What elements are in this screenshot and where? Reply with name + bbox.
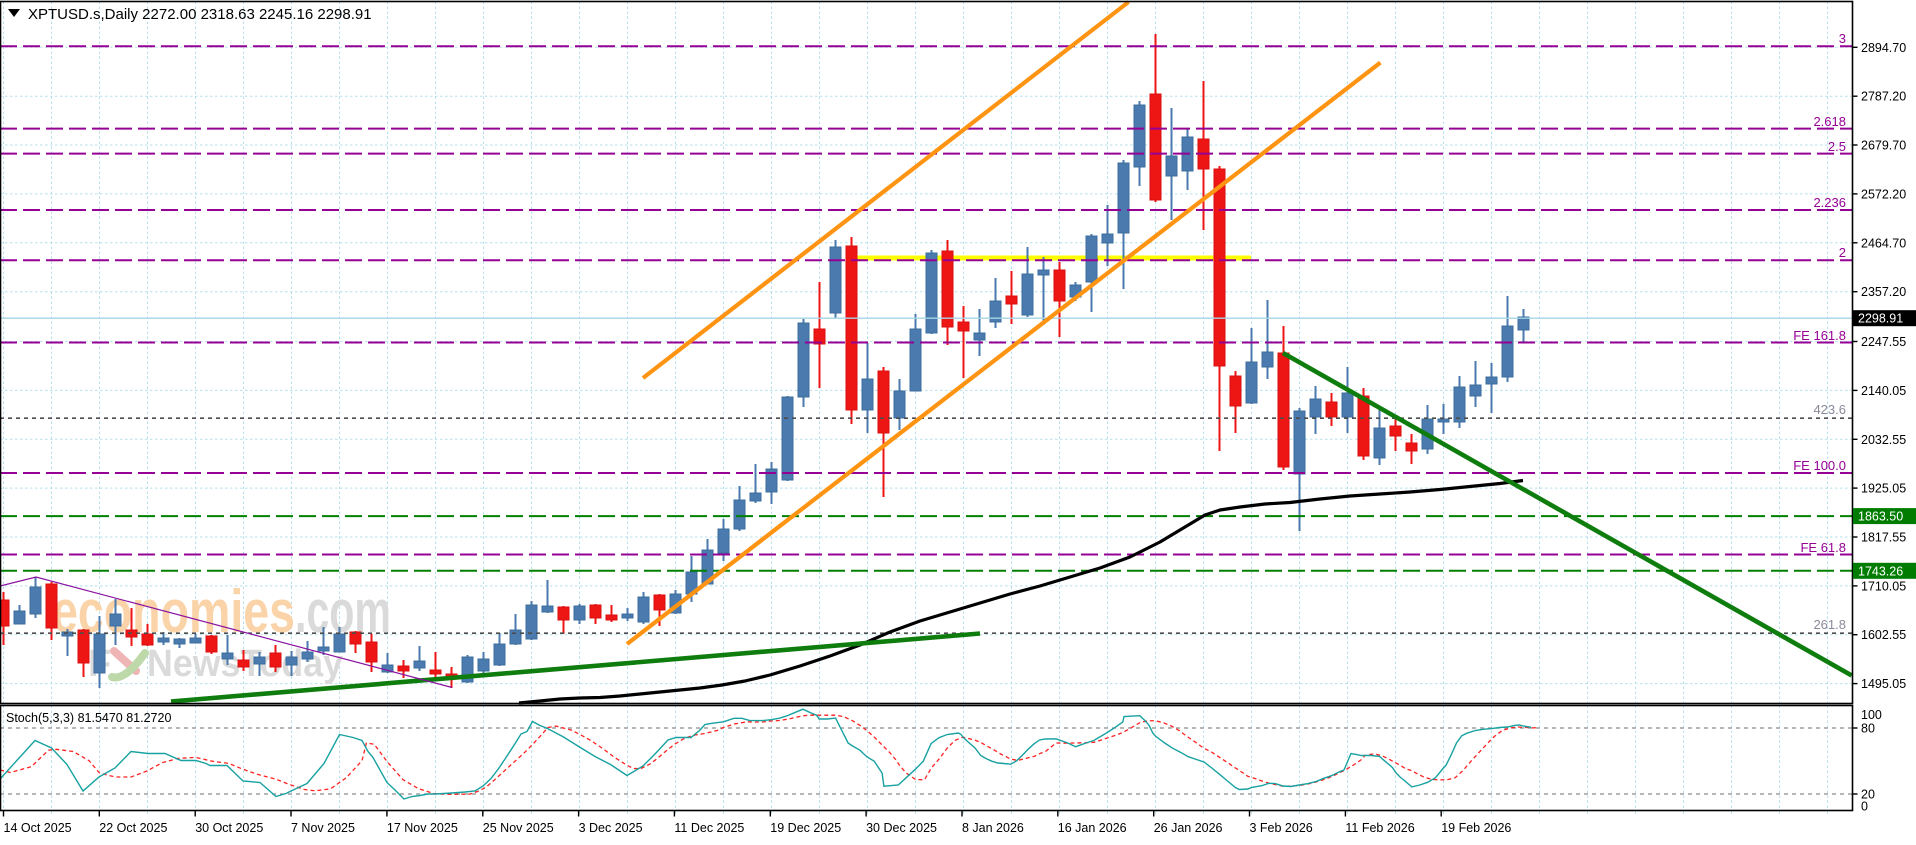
svg-text:2: 2 bbox=[1839, 245, 1846, 260]
svg-text:30 Oct 2025: 30 Oct 2025 bbox=[195, 821, 263, 835]
svg-text:7 Nov 2025: 7 Nov 2025 bbox=[291, 821, 355, 835]
svg-text:3: 3 bbox=[1839, 31, 1846, 46]
svg-text:8 Jan 2026: 8 Jan 2026 bbox=[962, 821, 1024, 835]
svg-text:2787.20: 2787.20 bbox=[1861, 90, 1906, 104]
svg-text:1817.55: 1817.55 bbox=[1861, 531, 1906, 545]
svg-text:14 Oct 2025: 14 Oct 2025 bbox=[4, 821, 72, 835]
svg-text:1863.50: 1863.50 bbox=[1858, 510, 1903, 524]
svg-text:1495.05: 1495.05 bbox=[1861, 677, 1906, 691]
svg-text:25 Nov 2025: 25 Nov 2025 bbox=[483, 821, 554, 835]
svg-text:80: 80 bbox=[1861, 722, 1875, 736]
svg-text:11 Feb 2026: 11 Feb 2026 bbox=[1345, 821, 1414, 835]
svg-text:FE 61.8: FE 61.8 bbox=[1800, 540, 1846, 555]
svg-text:423.6: 423.6 bbox=[1813, 402, 1846, 417]
svg-text:XPTUSD.s,Daily 2272.00 2318.6: XPTUSD.s,Daily 2272.00 2318.63 2245.16 2… bbox=[28, 6, 372, 23]
svg-text:2.236: 2.236 bbox=[1813, 195, 1846, 210]
svg-text:1710.05: 1710.05 bbox=[1861, 579, 1906, 593]
svg-text:30 Dec 2025: 30 Dec 2025 bbox=[866, 821, 937, 835]
svg-text:1743.26: 1743.26 bbox=[1858, 564, 1903, 578]
svg-text:2894.70: 2894.70 bbox=[1861, 41, 1906, 55]
svg-text:FE 161.8: FE 161.8 bbox=[1793, 328, 1846, 343]
svg-text:2357.20: 2357.20 bbox=[1861, 285, 1906, 299]
svg-text:2572.20: 2572.20 bbox=[1861, 187, 1906, 201]
svg-text:Stoch(5,3,3) 81.5470 81.2720: Stoch(5,3,3) 81.5470 81.2720 bbox=[6, 711, 171, 725]
svg-text:2032.55: 2032.55 bbox=[1861, 433, 1906, 447]
svg-text:economies: economies bbox=[52, 578, 295, 645]
svg-text:19 Feb 2026: 19 Feb 2026 bbox=[1441, 821, 1511, 835]
svg-text:2298.91: 2298.91 bbox=[1858, 312, 1903, 326]
svg-text:2247.55: 2247.55 bbox=[1861, 335, 1906, 349]
svg-text:2.5: 2.5 bbox=[1828, 139, 1846, 154]
svg-text:2679.70: 2679.70 bbox=[1861, 139, 1906, 153]
svg-text:FE 100.0: FE 100.0 bbox=[1793, 458, 1846, 473]
svg-text:0: 0 bbox=[1861, 800, 1868, 814]
svg-text:1602.55: 1602.55 bbox=[1861, 628, 1906, 642]
svg-text:17 Nov 2025: 17 Nov 2025 bbox=[387, 821, 458, 835]
svg-text:22 Oct 2025: 22 Oct 2025 bbox=[99, 821, 167, 835]
svg-text:16 Jan 2026: 16 Jan 2026 bbox=[1058, 821, 1127, 835]
svg-text:2140.05: 2140.05 bbox=[1861, 384, 1906, 398]
svg-text:26 Jan 2026: 26 Jan 2026 bbox=[1154, 821, 1223, 835]
svg-text:19 Dec 2025: 19 Dec 2025 bbox=[770, 821, 841, 835]
svg-text:100: 100 bbox=[1861, 708, 1882, 722]
svg-text:2.618: 2.618 bbox=[1813, 114, 1846, 129]
svg-text:3 Feb 2026: 3 Feb 2026 bbox=[1250, 821, 1313, 835]
svg-text:1925.05: 1925.05 bbox=[1861, 482, 1906, 496]
svg-text:3 Dec 2025: 3 Dec 2025 bbox=[579, 821, 643, 835]
svg-text:20: 20 bbox=[1861, 788, 1875, 802]
svg-text:11 Dec 2025: 11 Dec 2025 bbox=[674, 821, 744, 835]
svg-text:261.8: 261.8 bbox=[1813, 617, 1846, 632]
svg-text:2464.70: 2464.70 bbox=[1861, 236, 1906, 250]
